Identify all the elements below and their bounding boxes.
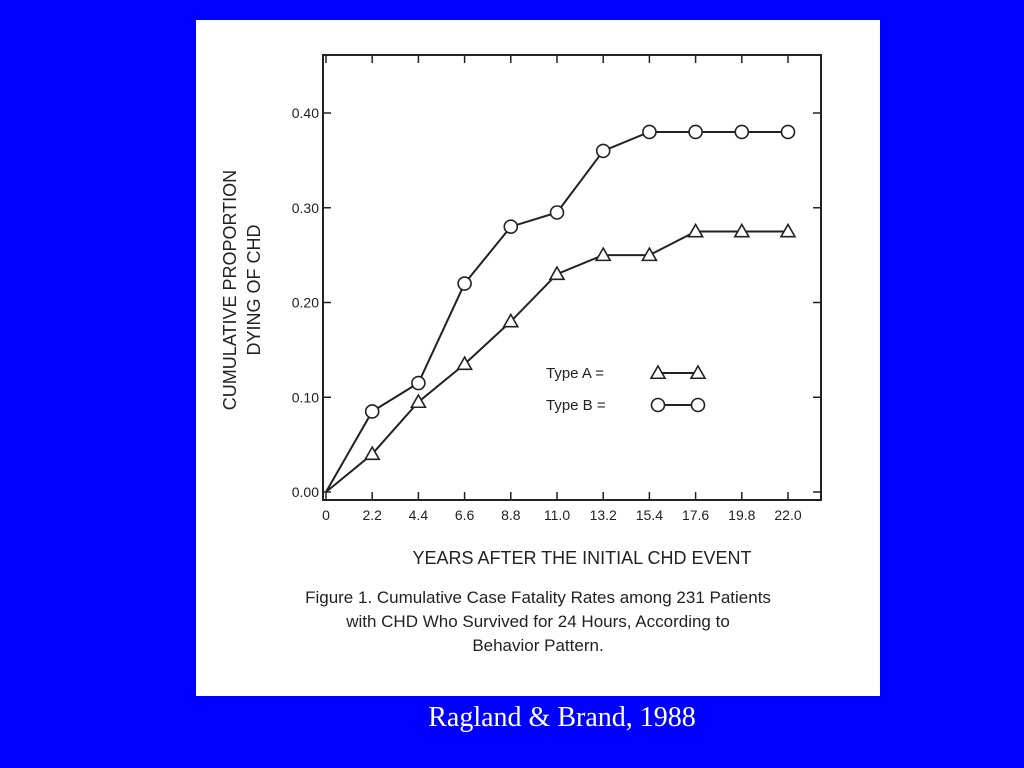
series-line-circle — [325, 130, 788, 493]
caption-line-2: with CHD Who Survived for 24 Hours, Acco… — [346, 612, 730, 631]
legend-marker-circle — [650, 397, 666, 413]
x-tick-label: 19.8 — [728, 507, 755, 523]
data-point-circle — [780, 124, 796, 140]
y-tick-label: 0.00 — [292, 484, 319, 500]
plot-frame — [322, 54, 822, 501]
data-point-triangle — [456, 355, 473, 371]
source-citation: Ragland & Brand, 1988 — [428, 702, 696, 733]
data-point-triangle — [733, 222, 751, 238]
data-point-circle — [364, 404, 380, 419]
data-point-triangle — [502, 312, 520, 328]
legend-marker-triangle — [689, 364, 707, 380]
data-point-triangle — [641, 246, 658, 262]
data-point-circle — [503, 219, 519, 234]
legend-label: Type A = — [546, 365, 604, 382]
x-tick-label: 6.6 — [455, 507, 475, 523]
data-point-circle — [688, 124, 703, 140]
figure-panel: 0 2.2 4.4 6.6 8.8 11.0 13.2 15.4 17.6 19.8 22.0 0.0… — [196, 20, 880, 696]
x-tick-label: 17.6 — [682, 507, 709, 523]
x-tick-label: 11.0 — [544, 507, 570, 523]
chart: 0 2.2 4.4 6.6 8.8 11.0 13.2 15.4 17.6 19.8 22.0 0.0… — [220, 54, 822, 568]
data-point-circle — [595, 143, 611, 159]
data-point-circle — [411, 375, 426, 391]
data-point-circle — [734, 124, 750, 140]
x-tick-label: 22.0 — [774, 507, 801, 523]
y-axis-title-line: CUMULATIVE PROPORTION — [220, 170, 240, 410]
x-tick-label: 2.2 — [362, 507, 382, 523]
x-axis-title: YEARS AFTER THE INITIAL CHD EVENT — [412, 548, 751, 568]
x-tick-label: 13.2 — [590, 507, 617, 523]
x-tick-label: 8.8 — [501, 507, 521, 523]
y-tick-label: 0.40 — [292, 105, 319, 121]
data-point-triangle — [410, 393, 427, 409]
data-point-circle — [457, 276, 472, 291]
x-tick-label: 0 — [322, 507, 330, 523]
data-point-triangle — [594, 246, 612, 262]
caption-line-3: Behavior Pattern. — [472, 636, 604, 655]
y-tick-label: 0.30 — [292, 200, 319, 216]
y-axis-title-line: DYING OF CHD — [244, 224, 264, 355]
legend-marker-circle — [690, 397, 706, 413]
y-tick-label: 0.10 — [292, 389, 319, 405]
data-point-circle — [642, 124, 657, 140]
data-point-triangle — [779, 222, 797, 238]
data-point-triangle — [687, 222, 704, 238]
legend-label: Type B = — [546, 397, 606, 414]
data-point-triangle — [548, 265, 566, 281]
figure-caption: Figure 1. Cumulative Case Fatality Rates… — [196, 586, 880, 658]
caption-line-1: Figure 1. Cumulative Case Fatality Rates… — [305, 588, 771, 607]
y-tick-label: 0.20 — [292, 295, 319, 311]
x-tick-label: 15.4 — [636, 507, 663, 523]
data-point-triangle — [363, 445, 381, 461]
legend-marker-triangle — [649, 364, 667, 380]
x-tick-label: 4.4 — [409, 507, 429, 523]
data-point-circle — [549, 205, 565, 220]
